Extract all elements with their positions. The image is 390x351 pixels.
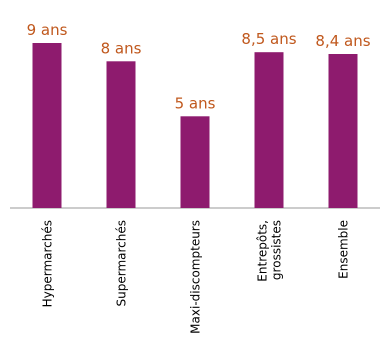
data-label-4: 8,5 ans — [241, 30, 296, 48]
data-label-1: 9 ans — [27, 21, 68, 39]
data-label-5: 8,4 ans — [315, 32, 370, 50]
category-label-4: Entrepôts, grossistes — [256, 220, 284, 282]
data-label-3: 5 ans — [175, 94, 216, 112]
data-label-2: 8 ans — [101, 39, 142, 57]
category-label-1-line-1: Hypermarchés — [41, 220, 55, 307]
category-label-5-line-1: Ensemble — [337, 220, 351, 279]
bar-3 — [180, 116, 210, 208]
category-label-5: Ensemble — [337, 220, 351, 279]
category-label-3-line-1: Maxi-discompteurs — [189, 220, 203, 334]
bar-1 — [32, 43, 62, 208]
category-label-4-line-2: grossistes — [270, 220, 284, 280]
bar-5 — [328, 54, 358, 208]
bar-2 — [106, 61, 136, 208]
category-label-3: Maxi-discompteurs — [189, 220, 203, 334]
category-label-2-line-1: Supermarchés — [115, 220, 129, 307]
category-label-2: Supermarchés — [115, 220, 129, 307]
bar-4 — [254, 52, 284, 209]
category-label-4-line-1: Entrepôts, — [256, 220, 270, 282]
category-label-1: Hypermarchés — [41, 220, 55, 307]
